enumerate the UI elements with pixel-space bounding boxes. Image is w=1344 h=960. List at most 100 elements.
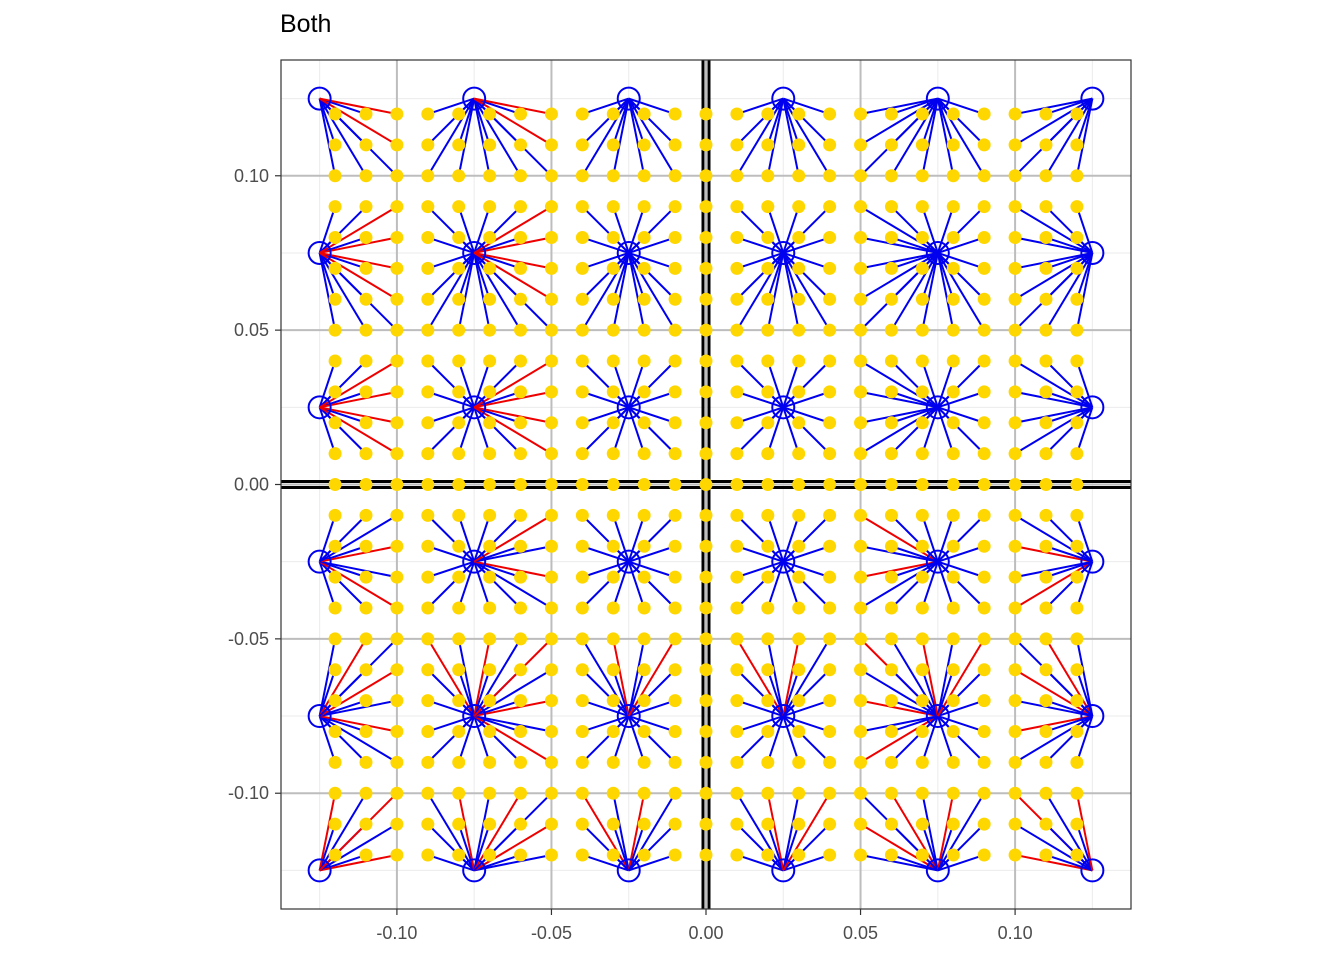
data-point xyxy=(328,508,342,522)
data-point xyxy=(606,632,620,646)
data-point xyxy=(514,354,528,368)
data-point xyxy=(637,786,651,800)
link-line xyxy=(318,407,337,454)
link-line xyxy=(782,823,800,871)
data-point xyxy=(452,323,466,337)
data-point xyxy=(915,231,929,245)
link-line xyxy=(1014,853,1093,872)
link-line xyxy=(937,252,985,270)
link-line xyxy=(766,252,785,300)
data-point xyxy=(668,724,682,738)
data-point xyxy=(699,508,713,522)
data-point xyxy=(792,231,806,245)
link-line xyxy=(736,390,784,409)
link-line xyxy=(736,252,785,331)
data-point xyxy=(1039,107,1053,121)
data-point xyxy=(483,354,497,368)
link-line xyxy=(457,252,476,331)
data-point xyxy=(1008,601,1022,615)
center-point xyxy=(462,704,487,729)
data-point xyxy=(483,138,497,152)
data-point xyxy=(452,601,466,615)
link-line xyxy=(936,206,955,254)
link-line xyxy=(581,792,630,871)
data-point xyxy=(792,786,806,800)
data-point xyxy=(730,632,744,646)
link-line xyxy=(921,561,939,609)
data-point xyxy=(606,601,620,615)
center-point xyxy=(925,395,950,420)
data-point xyxy=(544,632,558,646)
link-line xyxy=(473,206,491,254)
data-point xyxy=(483,663,497,677)
data-point xyxy=(1008,385,1022,399)
data-point xyxy=(514,385,528,399)
data-point xyxy=(854,231,868,245)
data-point xyxy=(359,570,373,584)
center-point xyxy=(462,395,487,420)
data-point xyxy=(699,261,713,275)
data-point xyxy=(575,786,589,800)
data-point xyxy=(421,601,435,615)
data-point xyxy=(761,570,775,584)
link-line xyxy=(1014,668,1093,717)
link-line xyxy=(782,206,800,254)
data-point xyxy=(761,632,775,646)
data-point xyxy=(1039,323,1053,337)
data-point xyxy=(421,508,435,522)
link-line xyxy=(628,715,676,733)
data-point xyxy=(390,169,404,183)
data-point xyxy=(792,478,806,491)
link-line xyxy=(891,390,939,409)
data-point xyxy=(514,416,528,430)
data-point xyxy=(761,601,775,615)
link-line xyxy=(937,97,985,115)
data-point xyxy=(452,261,466,275)
data-point xyxy=(452,817,466,831)
data-point xyxy=(328,817,342,831)
data-point xyxy=(328,292,342,306)
data-point xyxy=(668,323,682,337)
data-point xyxy=(514,755,528,769)
link-line xyxy=(766,669,785,717)
data-point xyxy=(854,138,868,152)
y-tick-label: -0.10 xyxy=(228,783,269,803)
data-point xyxy=(637,663,651,677)
data-point xyxy=(637,601,651,615)
data-point xyxy=(854,200,868,214)
data-point xyxy=(637,231,651,245)
data-point xyxy=(915,447,929,461)
link-line xyxy=(1075,715,1094,763)
link-line xyxy=(936,360,955,408)
link-line xyxy=(319,252,367,270)
data-point xyxy=(544,385,558,399)
data-point xyxy=(915,138,929,152)
data-point xyxy=(1039,261,1053,275)
link-line xyxy=(782,390,830,409)
data-point xyxy=(575,231,589,245)
data-point xyxy=(606,755,620,769)
data-point xyxy=(514,169,528,183)
data-point xyxy=(730,107,744,121)
link-line xyxy=(1014,97,1093,116)
link-line xyxy=(473,97,552,146)
data-point xyxy=(792,107,806,121)
data-point xyxy=(637,354,651,368)
data-point xyxy=(1070,447,1084,461)
link-line xyxy=(319,699,398,718)
data-point xyxy=(483,570,497,584)
data-point xyxy=(977,200,991,214)
data-point xyxy=(977,817,991,831)
data-point xyxy=(761,539,775,553)
link-line xyxy=(1075,252,1094,300)
data-point xyxy=(575,478,589,491)
data-point xyxy=(730,539,744,553)
data-point xyxy=(823,354,837,368)
data-point xyxy=(637,447,651,461)
data-point xyxy=(1070,107,1084,121)
link-line xyxy=(921,793,939,871)
link-line xyxy=(427,390,475,409)
data-point xyxy=(575,755,589,769)
x-tick-label: 0.05 xyxy=(843,923,878,943)
data-point xyxy=(514,632,528,646)
